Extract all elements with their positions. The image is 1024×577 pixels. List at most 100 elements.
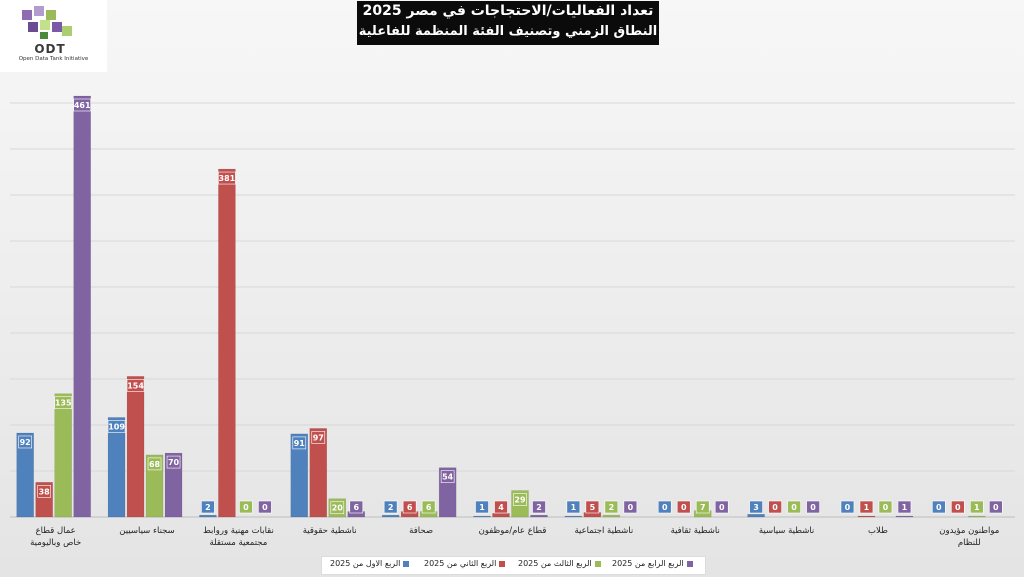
bar [126, 376, 145, 518]
data-label: 1 [571, 503, 577, 512]
data-label-box [970, 500, 984, 514]
data-label: 6 [353, 503, 359, 512]
data-label: 0 [662, 503, 668, 512]
bar [309, 428, 328, 518]
data-label: 0 [262, 503, 268, 512]
data-label: 70 [168, 458, 180, 467]
data-label: 135 [55, 399, 72, 408]
data-label-box [166, 455, 181, 469]
bar [381, 514, 400, 518]
data-label-box [383, 500, 398, 514]
bar [290, 433, 309, 518]
bar [602, 514, 621, 518]
data-label-box [37, 484, 51, 498]
category-label: خاص وباليومية [30, 538, 81, 548]
bar [54, 393, 72, 518]
data-label-box [494, 500, 508, 514]
data-label-box [349, 500, 364, 514]
data-label: 0 [955, 503, 961, 512]
data-label-box [768, 500, 782, 514]
data-label-box [840, 500, 855, 514]
data-label-box [878, 500, 893, 514]
bar [564, 515, 583, 518]
data-label-box [513, 493, 527, 506]
bar [73, 95, 91, 518]
data-label: 1 [864, 503, 870, 512]
data-label-box [440, 470, 455, 483]
data-label-box [859, 500, 874, 514]
legend-swatch [686, 560, 693, 567]
legend-item: الربع الرابع من 2025 [612, 559, 693, 572]
data-label: 29 [514, 496, 526, 505]
data-label: 7 [700, 503, 706, 512]
chart-subtitle: النطاق الزمني وتصنيف الفئة المنظمة للفاع… [358, 24, 658, 39]
data-label: 0 [772, 503, 778, 512]
data-label-box [787, 500, 801, 514]
data-label-box [714, 500, 729, 514]
bar [968, 515, 986, 518]
legend: الربع الاول من 2025 الربع الثاني من 2025 ا… [321, 556, 706, 575]
category-label: طلاب [868, 526, 888, 536]
legend-label: الربع الاول من 2025 [330, 559, 401, 568]
legend-swatch [499, 560, 506, 567]
data-label-box [311, 431, 326, 444]
bar [199, 514, 217, 518]
data-label: 4 [498, 503, 504, 512]
data-label: 0 [719, 503, 725, 512]
data-label-box [402, 500, 417, 514]
data-label: 2 [388, 503, 394, 512]
data-label: 154 [127, 381, 144, 390]
data-label: 92 [20, 438, 31, 447]
category-label: مجتمعية مستقلة [209, 538, 267, 548]
data-label: 54 [442, 473, 454, 482]
data-label-box [54, 396, 72, 410]
chart-title: تعداد الفعاليات/الاحتجاجات في مصر 2025 [362, 3, 654, 19]
data-label-box [73, 98, 91, 112]
data-label-box [218, 171, 236, 185]
data-label: 1 [479, 503, 485, 512]
data-label: 461 [74, 101, 91, 110]
data-label: 6 [407, 503, 413, 512]
legend-item: الربع الاول من 2025 [330, 559, 410, 572]
bar [164, 452, 183, 518]
data-label: 0 [936, 503, 942, 512]
data-label: 0 [883, 503, 889, 512]
data-label: 6 [426, 503, 432, 512]
data-label: 0 [243, 503, 249, 512]
bar [492, 513, 510, 518]
category-label: مواطنون مؤيدون [939, 526, 999, 536]
bar [857, 515, 876, 518]
data-label-box [107, 420, 126, 433]
data-label-box [951, 500, 965, 514]
data-label-box [147, 457, 162, 471]
data-label-box [258, 500, 272, 514]
data-label: 0 [791, 503, 797, 512]
bar [530, 514, 548, 518]
data-label: 91 [294, 439, 306, 448]
category-label: صحافة [409, 526, 433, 536]
legend-label: الربع الثالث من 2025 [518, 559, 592, 568]
data-label-box [532, 500, 546, 514]
data-label: 2 [205, 503, 211, 512]
data-label: 0 [993, 503, 999, 512]
category-label: ناشطية اجتماعية [574, 526, 633, 536]
category-label: قطاع عام/موظفون [479, 526, 547, 536]
bar [473, 515, 491, 518]
data-label-box [239, 500, 253, 514]
data-label: 2 [609, 503, 615, 512]
data-label-box [657, 500, 672, 514]
data-label: 0 [628, 503, 634, 512]
category-label: عمال قطاع [36, 526, 76, 536]
category-label: للنظام [958, 538, 981, 548]
logo: ODT Open Data Tank Initiative [0, 0, 107, 72]
legend-swatch [594, 560, 601, 567]
category-label: ناشطية ثقافية [671, 526, 720, 536]
bar [218, 168, 236, 518]
data-label-box [330, 501, 345, 515]
data-label: 1 [902, 503, 908, 512]
logo-cubes-icon [22, 6, 72, 39]
data-label-box [292, 436, 307, 450]
data-label: 0 [845, 503, 851, 512]
title-box: تعداد الفعاليات/الاحتجاجات في مصر 2025 ا… [357, 1, 659, 45]
